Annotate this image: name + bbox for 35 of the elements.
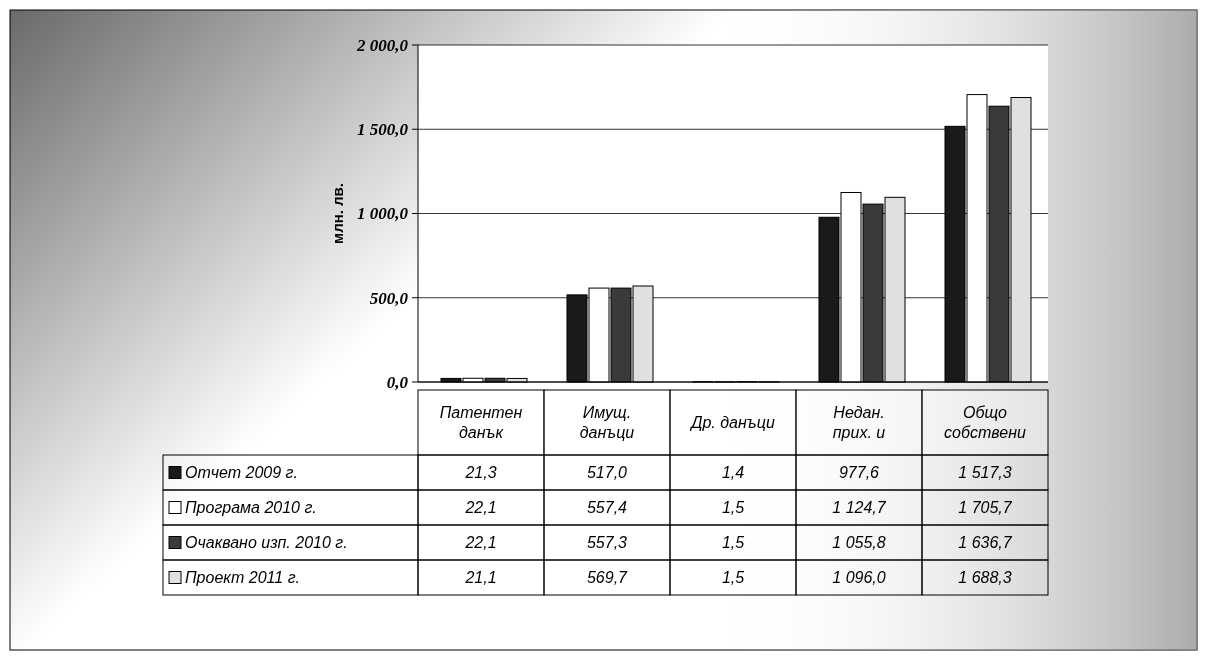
data-label: 977,6 — [838, 464, 880, 482]
data-label: 517,0 — [586, 464, 628, 482]
y-tick-label: 2 000,0 — [356, 35, 409, 55]
legend-label: Очаквано изп. 2010 г. — [185, 534, 348, 552]
data-label: 1 636,7 — [958, 534, 1013, 552]
data-label: 22,1 — [464, 534, 497, 552]
data-label: 1,5 — [721, 569, 745, 587]
data-label: 1 096,0 — [832, 569, 886, 587]
y-axis-title: млн. лв. — [329, 183, 346, 244]
data-label: 1,5 — [721, 534, 745, 552]
data-label: 557,4 — [586, 499, 628, 517]
data-label: 21,1 — [464, 569, 497, 587]
data-label: 1 517,3 — [958, 464, 1012, 482]
y-tick-label: 0,0 — [386, 372, 409, 392]
legend-label: Отчет 2009 г. — [185, 464, 298, 482]
data-label: 22,1 — [464, 499, 497, 517]
x-tick-label: Общо собствени — [944, 404, 1027, 442]
y-tick-label: 500,0 — [369, 288, 409, 308]
data-label: 1 688,3 — [958, 569, 1012, 587]
data-label: 1,4 — [721, 464, 745, 482]
x-tick-label: Недан. прих. и — [832, 404, 886, 442]
x-tick-label: Имущ. данъци — [579, 404, 635, 442]
data-label: 1,5 — [721, 499, 745, 517]
data-label: 1 705,7 — [958, 499, 1013, 517]
legend-label: Проект 2011 г. — [185, 569, 300, 587]
legend-label: Програма 2010 г. — [185, 499, 317, 517]
data-label: 21,3 — [464, 464, 497, 482]
data-label: 557,3 — [586, 534, 628, 552]
y-tick-label: 1 000,0 — [357, 204, 409, 224]
data-label: 1 124,7 — [832, 499, 887, 517]
data-label: 1 055,8 — [832, 534, 886, 552]
x-tick-label: Др. данъци — [689, 414, 775, 432]
y-tick-label: 1 500,0 — [357, 120, 409, 140]
data-label: 569,7 — [586, 569, 629, 587]
x-tick-label: Патентен данък — [439, 404, 523, 442]
